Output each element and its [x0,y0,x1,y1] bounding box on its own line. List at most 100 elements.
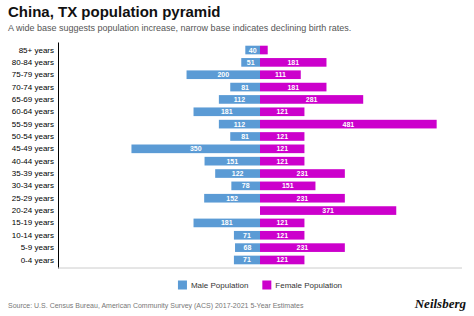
data-label: 181 [221,108,233,115]
y-tick: 85+ years [19,46,58,55]
y-tick-label: 45-49 years [12,144,54,153]
bar [260,132,304,141]
y-tick: 55-59 years [12,120,58,129]
bar [194,107,260,116]
title: China, TX population pyramid [8,3,221,20]
bar [260,256,304,265]
data-label: 350 [190,145,202,152]
y-tick: 35-39 years [12,169,58,178]
y-tick: 30-34 years [12,181,58,190]
data-label: 71 [243,256,251,263]
bar [235,243,260,252]
bar [260,120,437,129]
bar [260,83,326,92]
data-label: 371 [322,207,334,214]
y-tick: 25-29 years [12,194,58,203]
chart: China, TX population pyramid A wide base … [0,0,474,316]
data-label: 122 [232,170,244,177]
y-tick: 80-84 years [12,58,58,67]
bar [241,58,260,67]
y-tick-label: 75-79 years [12,70,54,79]
bar [260,169,345,178]
y-tick-label: 20-24 years [12,206,54,215]
y-tick: 0-4 years [21,256,58,265]
y-tick: 65-69 years [12,95,58,104]
data-label: 40 [249,47,257,54]
data-label: 281 [306,96,318,103]
bar [260,46,268,55]
data-label: 151 [226,158,238,165]
y-tick-label: 35-39 years [12,169,54,178]
data-label: 51 [247,59,255,66]
legend-label: Male Population [191,281,248,290]
legend-item: Male Population [178,281,248,290]
bar [204,194,260,203]
data-label: 121 [276,256,288,263]
y-tick-label: 10-14 years [12,231,54,240]
legend-swatch [178,281,187,290]
data-label: 81 [241,133,249,140]
data-label: 121 [276,219,288,226]
bar [260,243,345,252]
y-tick-label: 70-74 years [12,83,54,92]
data-label: 231 [297,195,309,202]
bar [260,219,304,228]
bar-series [260,46,437,265]
bar [260,58,326,67]
bar [260,194,345,203]
y-tick-label: 50-54 years [12,132,54,141]
bar [245,46,260,55]
bar [234,256,260,265]
y-tick-label: 5-9 years [21,243,54,252]
data-label: 181 [221,219,233,226]
y-tick-label: 55-59 years [12,120,54,129]
y-tick: 5-9 years [21,243,58,252]
bar [260,70,301,79]
y-tick-label: 25-29 years [12,194,54,203]
data-label: 152 [226,195,238,202]
data-label: 68 [244,244,252,251]
data-label: 78 [242,182,250,189]
legend-item: Female Population [262,281,342,290]
data-label: 200 [217,71,229,78]
bar [219,95,260,104]
bar [219,120,260,129]
bar [187,70,260,79]
y-tick-label: 80-84 years [12,58,54,67]
subtitle: A wide base suggests population increase… [8,23,351,33]
data-label: 112 [234,121,245,128]
data-label: 481 [342,121,354,128]
bar [260,231,304,240]
source: Source: U.S. Census Bureau, American Com… [8,302,304,310]
data-label: 181 [287,84,299,91]
bar [260,206,396,215]
x-range-line [58,268,462,269]
bar [230,83,260,92]
bar [260,182,315,191]
bar [205,157,260,166]
data-label: 121 [276,133,288,140]
y-tick-label: 65-69 years [12,95,54,104]
data-label: 151 [282,182,294,189]
y-tick-label: 0-4 years [21,256,54,265]
y-tick-label: 15-19 years [12,218,54,227]
y-tick-label: 60-64 years [12,107,54,116]
data-label: 121 [276,158,288,165]
data-label: 121 [276,145,288,152]
legend-label: Female Population [275,281,342,290]
data-label: 121 [276,232,288,239]
y-tick: 70-74 years [12,83,58,92]
bar [260,95,363,104]
y-tick: 60-64 years [12,107,58,116]
data-label: 71 [243,232,251,239]
y-tick-label: 40-44 years [12,157,54,166]
data-label: 112 [234,96,245,103]
y-tick: 10-14 years [12,231,58,240]
bar [234,231,260,240]
y-axis-line [58,43,59,269]
bar [131,145,260,154]
data-label: 111 [275,71,286,78]
data-label: 121 [276,108,288,115]
y-tick-label: 30-34 years [12,181,54,190]
y-tick: 15-19 years [12,218,58,227]
